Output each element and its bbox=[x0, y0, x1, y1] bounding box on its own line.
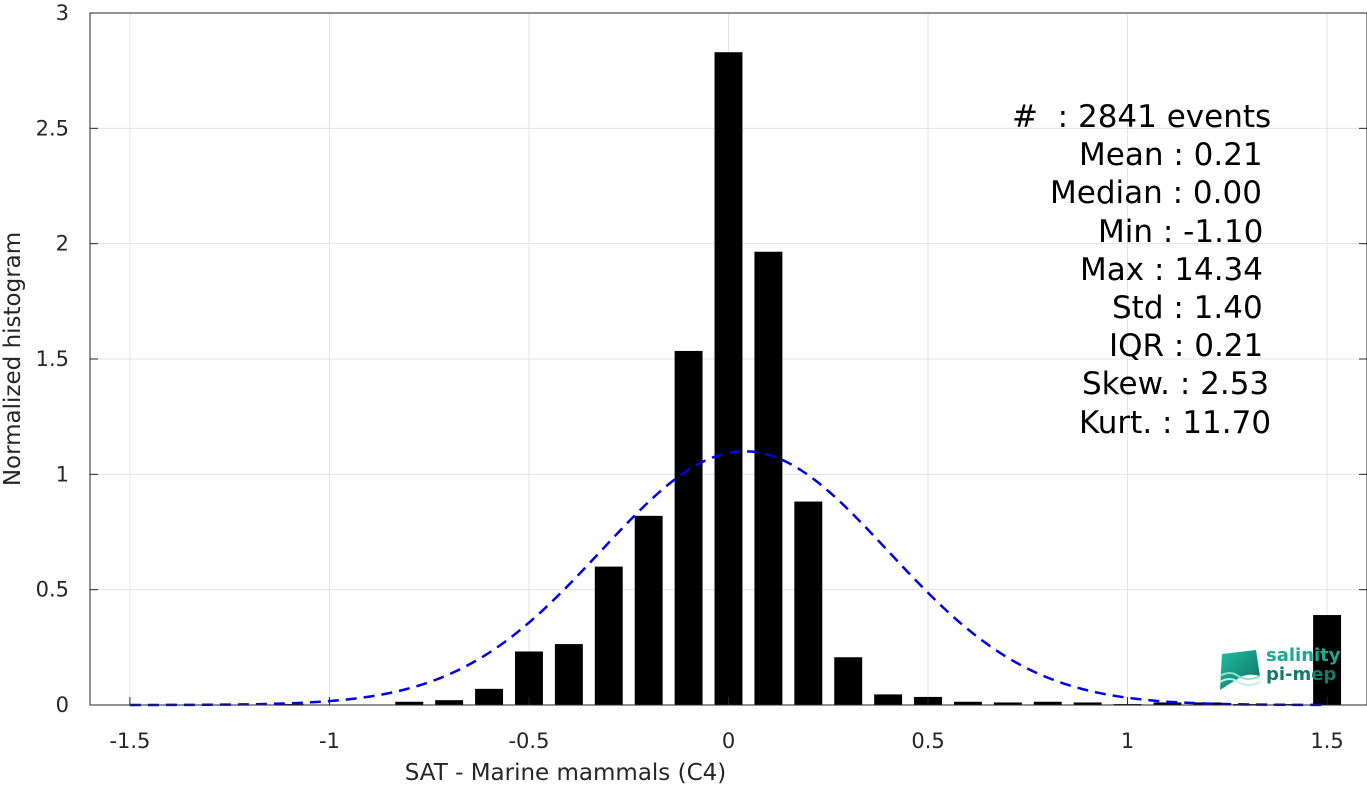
y-tick-label: 0 bbox=[56, 693, 69, 717]
stat-iqr: IQR : 0.21 bbox=[1109, 328, 1264, 365]
histogram-bar bbox=[754, 251, 783, 706]
stat-skew: Skew. : 2.53 bbox=[1082, 366, 1270, 403]
x-tick-label: -0.5 bbox=[508, 729, 549, 753]
histogram-bar bbox=[953, 701, 982, 705]
histogram-bar bbox=[1313, 615, 1342, 705]
histogram-bar bbox=[674, 350, 703, 705]
y-tick-label: 1 bbox=[56, 462, 69, 486]
histogram-bar bbox=[1153, 702, 1182, 705]
salinity-pimep-logo: salinity pi-mep bbox=[1216, 646, 1346, 694]
histogram-bar bbox=[395, 701, 424, 705]
histogram-bar bbox=[1073, 702, 1102, 705]
stat-min: Min : -1.10 bbox=[1098, 213, 1264, 250]
stat-max: Max : 14.34 bbox=[1080, 251, 1263, 288]
x-tick-label: 0.5 bbox=[911, 729, 944, 753]
x-tick-label: -1 bbox=[319, 729, 340, 753]
histogram-bar bbox=[634, 515, 663, 705]
histogram-bar bbox=[594, 566, 623, 705]
x-tick-label: 1 bbox=[1121, 729, 1134, 753]
y-tick-label: 0.5 bbox=[36, 578, 69, 602]
statistics-annotation: # : 2841 events Mean : 0.21 Median : 0.0… bbox=[960, 98, 1280, 442]
histogram-bar bbox=[714, 52, 743, 705]
y-axis-ticks: 0 0.5 1 1.5 2 2.5 3 bbox=[36, 1, 1367, 717]
logo-text-pimep: pi-mep bbox=[1266, 664, 1337, 685]
histogram-bar bbox=[1033, 701, 1062, 705]
stat-kurt: Kurt. : 11.70 bbox=[1079, 404, 1272, 441]
histogram-bar bbox=[554, 644, 583, 705]
y-tick-label: 1.5 bbox=[36, 347, 69, 371]
y-tick-label: 3 bbox=[56, 1, 69, 25]
y-tick-label: 2 bbox=[56, 232, 69, 256]
histogram-bar bbox=[993, 702, 1022, 705]
histogram-bar bbox=[874, 694, 903, 705]
x-tick-label: 1.5 bbox=[1310, 729, 1343, 753]
histogram-bar bbox=[515, 651, 543, 705]
stat-events: # : 2841 events bbox=[1012, 99, 1272, 135]
x-tick-label: 0 bbox=[722, 729, 735, 753]
histogram-bar bbox=[834, 657, 863, 705]
y-axis-label: Normalized histogram bbox=[0, 232, 26, 486]
stat-mean: Mean : 0.21 bbox=[1079, 137, 1263, 174]
x-axis-ticks: -1.5 -1 -0.5 0 0.5 1 1.5 bbox=[109, 697, 1344, 753]
stat-median: Median : 0.00 bbox=[1050, 175, 1262, 212]
histogram-bars bbox=[275, 52, 1342, 706]
y-tick-label: 2.5 bbox=[36, 116, 69, 140]
wave-logo-icon bbox=[1219, 650, 1261, 690]
histogram-bar bbox=[794, 501, 823, 705]
x-tick-label: -1.5 bbox=[109, 729, 150, 753]
x-axis-label: SAT - Marine mammals (C4) bbox=[405, 760, 727, 785]
stat-std: Std : 1.40 bbox=[1112, 290, 1263, 327]
logo-text-salinity: salinity bbox=[1266, 645, 1341, 666]
histogram-bar bbox=[435, 700, 464, 705]
histogram-bar bbox=[475, 688, 504, 705]
